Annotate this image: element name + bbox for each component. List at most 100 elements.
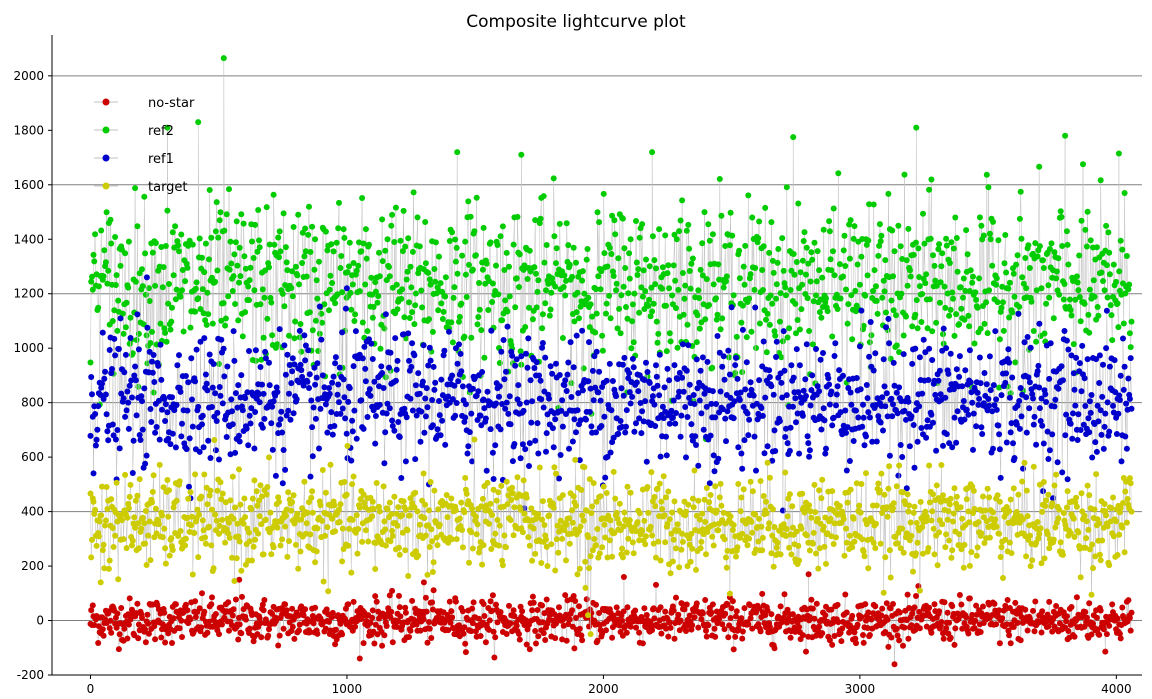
point-ref2	[1016, 215, 1023, 222]
point-no-star	[546, 612, 553, 619]
point-no-star	[991, 600, 998, 607]
point-ref1	[286, 390, 292, 397]
point-ref1	[272, 472, 279, 479]
point-target	[577, 523, 584, 530]
point-ref1	[638, 430, 645, 437]
point-ref2	[587, 301, 594, 308]
point-ref1	[796, 450, 803, 457]
point-ref1	[626, 389, 633, 396]
point-ref2	[296, 281, 302, 288]
point-ref1	[780, 328, 787, 335]
point-ref1	[617, 418, 624, 424]
point-ref1	[761, 450, 768, 457]
point-ref1	[1067, 420, 1074, 427]
point-no-star	[526, 646, 533, 653]
point-ref1	[831, 353, 838, 359]
point-target	[514, 474, 521, 481]
point-ref1	[371, 378, 378, 385]
point-ref1	[701, 390, 708, 397]
point-ref1	[505, 410, 512, 417]
point-no-star	[106, 625, 113, 632]
point-target	[697, 545, 704, 552]
point-ref2	[790, 134, 797, 141]
point-ref2	[599, 347, 606, 354]
point-ref1	[362, 378, 369, 385]
point-ref1	[468, 410, 475, 417]
point-ref2	[603, 310, 609, 317]
point-ref1	[686, 381, 693, 388]
point-no-star	[799, 632, 806, 639]
point-no-star	[695, 624, 702, 631]
point-no-star	[142, 626, 149, 633]
point-target	[242, 514, 249, 520]
point-ref2	[1109, 337, 1116, 344]
point-ref1	[396, 434, 403, 440]
point-target	[639, 527, 646, 534]
point-ref1	[571, 416, 578, 423]
point-ref1	[558, 407, 565, 414]
point-ref1	[860, 401, 866, 408]
point-no-star	[201, 608, 208, 615]
point-ref2	[639, 221, 646, 228]
point-no-star	[445, 627, 452, 634]
point-ref1	[663, 452, 670, 459]
point-no-star	[397, 613, 404, 620]
point-target	[298, 516, 305, 523]
y-tick-label: 200	[21, 559, 44, 573]
point-ref1	[92, 442, 99, 449]
point-no-star	[396, 604, 403, 611]
point-no-star	[745, 621, 752, 628]
point-ref1	[189, 423, 196, 430]
point-ref1	[1116, 397, 1123, 403]
point-ref2	[399, 286, 406, 293]
point-ref1	[649, 393, 656, 400]
point-no-star	[424, 639, 431, 646]
point-ref2	[449, 339, 456, 346]
point-ref1	[563, 411, 569, 417]
point-ref1	[139, 426, 146, 433]
point-no-star	[789, 611, 796, 618]
point-ref1	[925, 377, 932, 383]
point-ref1	[858, 307, 865, 314]
point-no-star	[124, 635, 131, 642]
point-ref1	[633, 420, 639, 427]
point-ref2	[267, 294, 274, 301]
point-ref1	[185, 379, 192, 386]
point-ref1	[597, 397, 604, 404]
point-target	[308, 494, 315, 501]
point-no-star	[989, 612, 996, 618]
point-ref2	[947, 306, 954, 313]
point-no-star	[198, 624, 205, 631]
point-ref1	[619, 361, 626, 368]
point-no-star	[969, 611, 976, 618]
point-ref1	[391, 427, 398, 434]
point-target	[222, 539, 229, 546]
point-ref1	[896, 384, 903, 391]
point-ref1	[150, 352, 157, 358]
point-ref2	[542, 300, 549, 307]
point-ref2	[1030, 328, 1037, 334]
point-ref1	[289, 368, 296, 375]
point-ref1	[372, 413, 379, 419]
point-ref2	[748, 328, 755, 335]
point-ref2	[634, 272, 641, 278]
point-no-star	[853, 640, 859, 647]
point-ref1	[699, 354, 706, 361]
point-no-star	[578, 632, 585, 639]
point-ref2	[609, 212, 616, 219]
point-ref2	[251, 287, 258, 294]
point-target	[387, 538, 394, 545]
point-ref2	[656, 226, 663, 233]
point-ref1	[124, 388, 131, 395]
point-ref1	[1116, 392, 1123, 399]
point-target	[227, 497, 234, 504]
point-ref1	[122, 351, 129, 358]
point-ref1	[696, 397, 703, 404]
point-ref2	[592, 329, 599, 336]
point-ref2	[165, 300, 172, 307]
point-ref2	[1086, 286, 1093, 293]
point-ref2	[1055, 255, 1062, 262]
point-no-star	[519, 608, 526, 615]
point-ref1	[567, 339, 574, 346]
point-ref1	[324, 429, 331, 436]
